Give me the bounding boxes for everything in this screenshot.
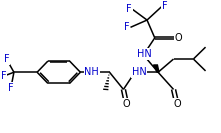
Polygon shape bbox=[153, 65, 159, 72]
Text: F: F bbox=[126, 4, 132, 14]
Text: O: O bbox=[174, 33, 182, 43]
Text: O: O bbox=[123, 99, 130, 109]
Text: HN: HN bbox=[131, 67, 146, 77]
Text: F: F bbox=[1, 71, 6, 81]
Text: F: F bbox=[8, 83, 14, 93]
Text: F: F bbox=[124, 22, 129, 32]
Text: O: O bbox=[173, 99, 181, 109]
Text: NH: NH bbox=[84, 67, 99, 77]
Text: F: F bbox=[4, 54, 9, 64]
Text: F: F bbox=[162, 1, 168, 11]
Text: HN: HN bbox=[137, 49, 152, 59]
